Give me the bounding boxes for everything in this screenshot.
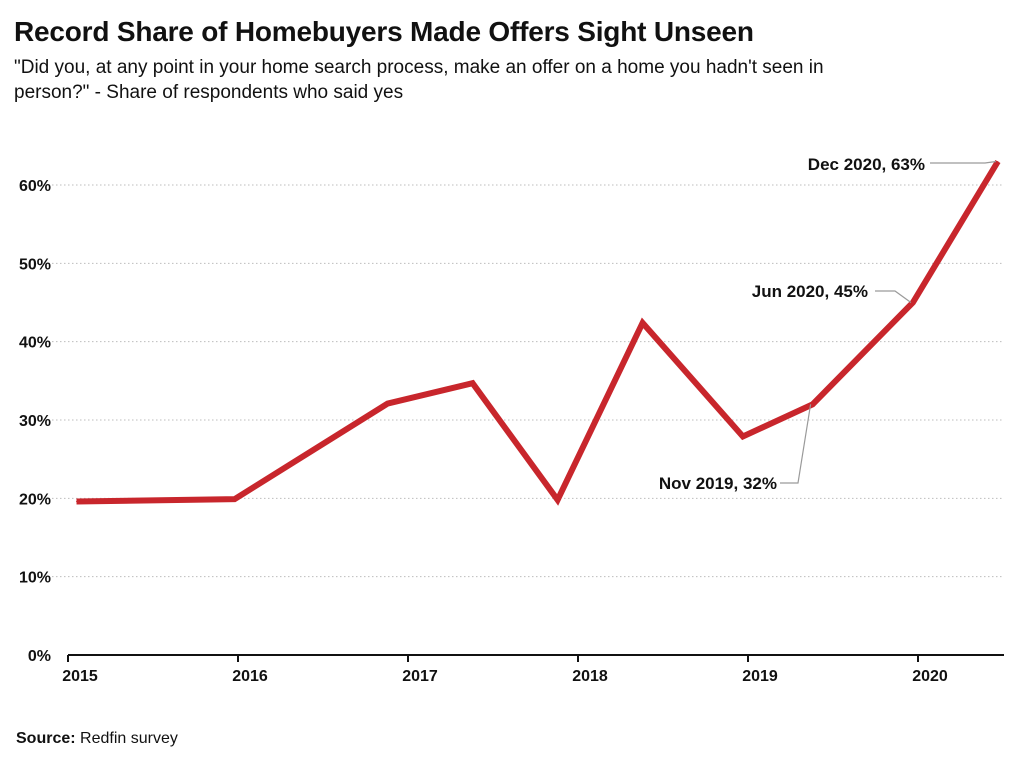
source-label: Source: <box>16 730 76 747</box>
x-tick-label: 2015 <box>62 668 98 685</box>
data-point <box>557 499 559 501</box>
source-note: Source: Redfin survey <box>16 730 178 748</box>
data-point <box>76 500 77 502</box>
y-tick-label: 50% <box>19 256 51 273</box>
annotation-leader <box>875 290 912 303</box>
chart-title: Record Share of Homebuyers Made Offers S… <box>14 16 754 47</box>
data-point <box>997 161 999 162</box>
annotation-leader <box>930 160 996 164</box>
data-point <box>234 498 236 500</box>
x-tick-label: 2019 <box>742 668 778 685</box>
data-point <box>812 403 814 405</box>
series-line <box>76 159 1001 506</box>
x-tick-label: 2016 <box>232 668 268 685</box>
x-tick-label: 2017 <box>402 668 438 685</box>
y-tick-label: 30% <box>19 413 51 430</box>
annotation-label: Dec 2020, 63% <box>808 155 925 174</box>
data-point <box>912 302 914 303</box>
x-tick-label: 2020 <box>912 668 948 685</box>
source-text: Redfin survey <box>80 730 178 747</box>
y-tick-label: 60% <box>19 178 51 195</box>
data-point <box>742 435 744 437</box>
y-tick-label: 10% <box>19 570 51 587</box>
data-point <box>387 403 389 405</box>
annotation-label: Jun 2020, 45% <box>752 282 868 301</box>
data-point <box>642 322 644 324</box>
chart-subtitle: "Did you, at any point in your home sear… <box>14 57 824 103</box>
annotation-label: Nov 2019, 32% <box>659 474 777 493</box>
data-point <box>472 382 474 384</box>
y-tick-label: 20% <box>19 491 51 508</box>
y-tick-label: 0% <box>28 648 51 665</box>
x-tick-label: 2018 <box>572 668 608 685</box>
annotation-leader <box>780 404 812 484</box>
y-tick-label: 40% <box>19 335 51 352</box>
